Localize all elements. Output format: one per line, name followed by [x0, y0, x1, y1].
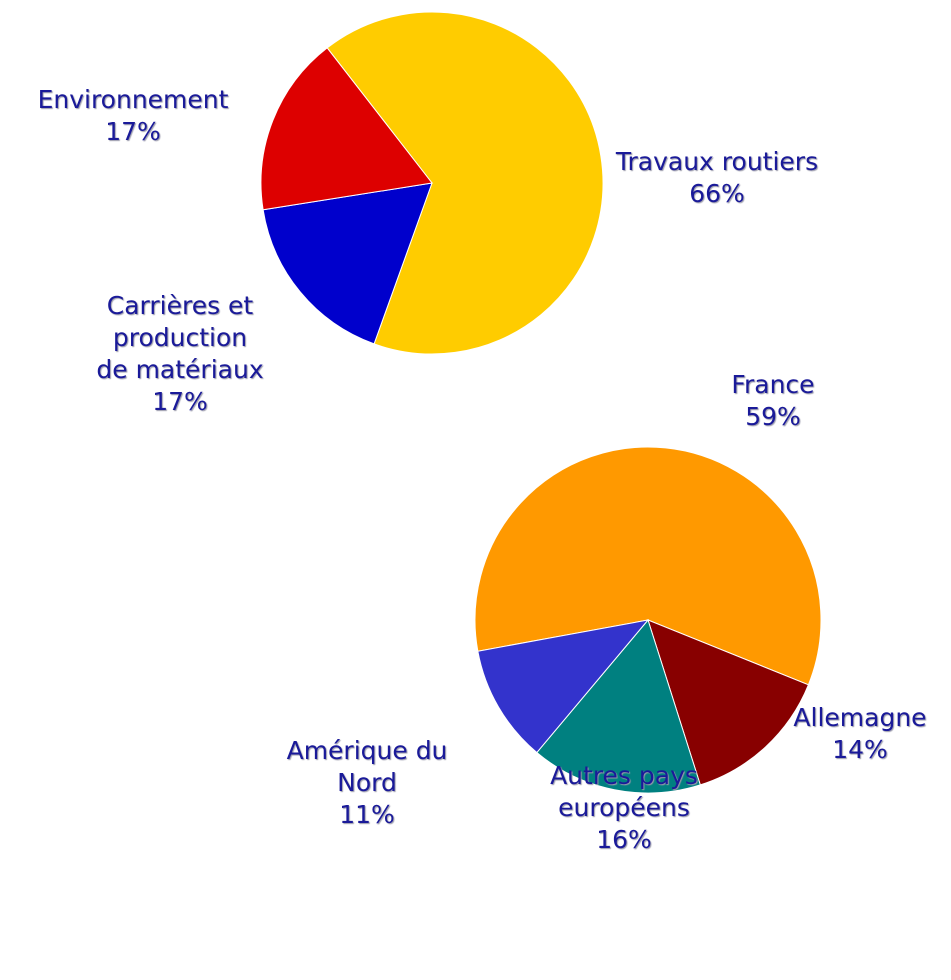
pie-slice — [536, 618, 701, 794]
slice-value: 66% — [689, 179, 745, 208]
slice-label: Travaux routiers — [615, 147, 819, 176]
pie-slice — [260, 47, 433, 211]
slice-label: France — [731, 370, 815, 399]
slice-label: Carrières et production de matériaux — [96, 291, 264, 384]
pie-slice — [326, 11, 604, 355]
slice-value: 17% — [152, 387, 208, 416]
slice-label: Allemagne — [793, 703, 927, 732]
slice-label: Autres pays européens — [550, 761, 698, 822]
pie-slice — [647, 619, 810, 786]
pie-slice — [474, 446, 822, 686]
pie-slice — [477, 619, 650, 754]
slice-label: Amérique du Nord — [286, 736, 448, 797]
slice-value: 16% — [596, 825, 652, 854]
slice-value: 11% — [339, 800, 395, 829]
pie-slice — [262, 182, 433, 345]
slice-value: 14% — [832, 735, 888, 764]
slice-label: Environnement — [37, 85, 229, 114]
slice-value: 17% — [105, 117, 161, 146]
slice-value: 59% — [745, 402, 801, 431]
